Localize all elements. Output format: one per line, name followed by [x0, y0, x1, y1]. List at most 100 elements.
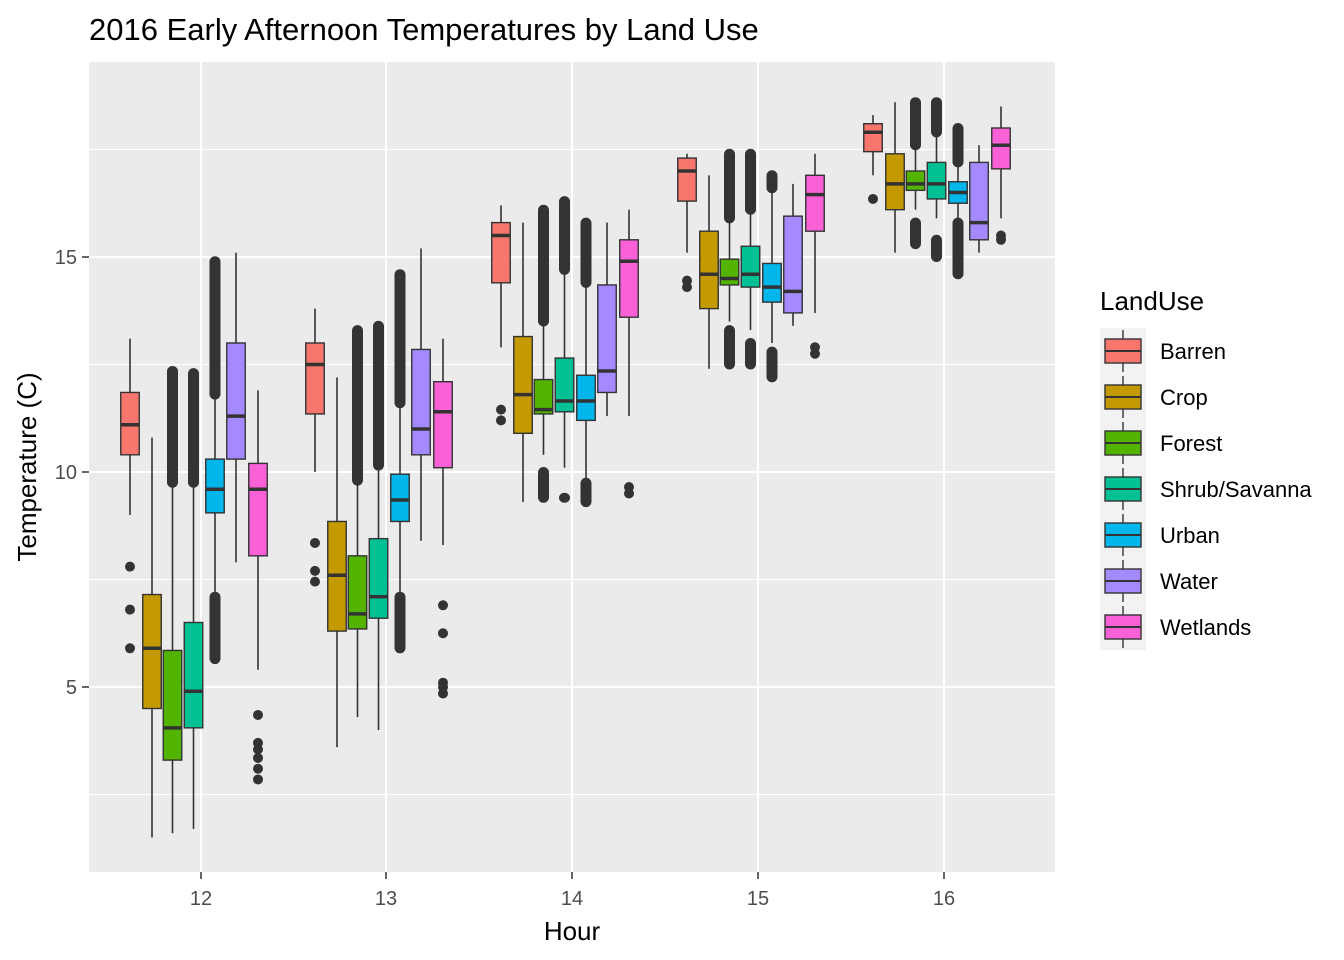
outlier-band [952, 217, 964, 280]
box-body [885, 153, 905, 211]
box-crop-14 [513, 222, 533, 503]
legend-item: Urban [1104, 514, 1220, 556]
box-body [969, 161, 989, 241]
x-tick-label: 15 [747, 888, 769, 910]
outlier-band [766, 346, 778, 383]
outlier-point [125, 561, 135, 572]
box-body [554, 357, 575, 413]
legend-item: Water [1104, 560, 1218, 602]
box-body [226, 342, 246, 460]
box-crop-16 [885, 102, 905, 253]
outlier-band [910, 97, 921, 151]
box-barren-14 [491, 205, 511, 426]
box-forest-16 [905, 97, 926, 250]
box-body [740, 245, 761, 288]
box-shrub-savanna-15 [740, 148, 761, 370]
box-water-14 [597, 222, 617, 417]
box-body [305, 342, 325, 415]
box-body [991, 127, 1011, 170]
box-forest-15 [719, 148, 740, 370]
box-body [783, 215, 803, 314]
box-wetlands-13 [433, 338, 453, 699]
box-body [719, 258, 740, 286]
outlier-band [724, 148, 735, 224]
outlier-band [538, 204, 549, 327]
box-body [619, 239, 639, 318]
legend-item: Crop [1104, 376, 1208, 418]
box-body [368, 537, 389, 619]
outlier-band [188, 368, 199, 488]
legend-label: Barren [1160, 339, 1226, 364]
legend-item: Barren [1104, 330, 1226, 372]
legend-item: Forest [1104, 422, 1222, 464]
outlier-band [209, 256, 221, 400]
outlier-point [310, 565, 320, 576]
box-body [926, 161, 947, 200]
outlier-point [125, 604, 135, 615]
outlier-band [910, 217, 921, 250]
box-urban-13 [390, 269, 410, 654]
box-body [433, 381, 453, 469]
boxplots [120, 97, 1011, 838]
outlier-band [394, 591, 406, 654]
outlier-band [352, 325, 363, 486]
box-urban-15 [762, 170, 782, 383]
x-axis-title: Hour [544, 916, 601, 946]
box-shrub-savanna-16 [926, 97, 947, 262]
box-body [491, 221, 511, 284]
box-body [905, 170, 926, 192]
box-body [513, 335, 533, 434]
box-water-15 [783, 183, 803, 326]
box-body [205, 458, 225, 514]
box-barren-13 [305, 308, 325, 587]
legend-title: LandUse [1100, 286, 1204, 316]
box-barren-15 [677, 153, 697, 293]
x-tick-label: 16 [933, 888, 955, 910]
legend-label: Water [1160, 569, 1218, 594]
outlier-point [438, 600, 448, 611]
outlier-point [624, 488, 634, 499]
box-body [347, 555, 368, 630]
outlier-point [310, 576, 320, 587]
box-forest-12 [162, 365, 183, 834]
outlier-point [310, 537, 320, 548]
outlier-band [580, 217, 592, 288]
y-tick-label: 10 [55, 462, 77, 484]
box-crop-13 [327, 377, 347, 748]
outlier-band [724, 325, 735, 370]
legend-label: Shrub/Savanna [1160, 477, 1312, 502]
outlier-point [868, 193, 878, 204]
box-body [533, 378, 554, 415]
outlier-band [745, 338, 756, 370]
box-water-12 [226, 252, 246, 563]
box-water-13 [411, 248, 431, 541]
outlier-point [496, 404, 506, 415]
box-forest-14 [533, 204, 554, 503]
outlier-band [931, 234, 942, 262]
outlier-band [745, 148, 756, 215]
box-body [248, 462, 268, 557]
legend-label: Crop [1160, 385, 1208, 410]
box-water-16 [969, 145, 989, 253]
outlier-band [559, 492, 570, 503]
outlier-point [253, 763, 263, 774]
outlier-band [952, 123, 964, 168]
box-wetlands-16 [991, 106, 1011, 245]
outlier-point [682, 282, 692, 293]
box-urban-12 [205, 256, 225, 665]
box-barren-12 [120, 338, 140, 654]
box-body [863, 122, 883, 153]
box-barren-16 [863, 115, 883, 204]
legend-item: Shrub/Savanna [1104, 468, 1312, 510]
outlier-point [996, 234, 1006, 245]
outlier-band [373, 320, 384, 471]
box-urban-16 [948, 123, 968, 280]
chart-title: 2016 Early Afternoon Temperatures by Lan… [89, 12, 759, 47]
outlier-band [167, 365, 178, 488]
y-tick-label: 15 [55, 247, 77, 269]
outlier-point [125, 643, 135, 654]
legend: LandUse Barren Crop Forest Shrub/Savanna Urb… [1100, 286, 1312, 650]
y-axis-title: Temperature (C) [12, 372, 42, 561]
box-body [576, 374, 596, 422]
